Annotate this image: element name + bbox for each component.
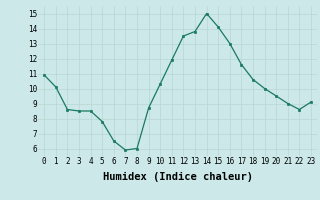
X-axis label: Humidex (Indice chaleur): Humidex (Indice chaleur) (103, 172, 252, 182)
